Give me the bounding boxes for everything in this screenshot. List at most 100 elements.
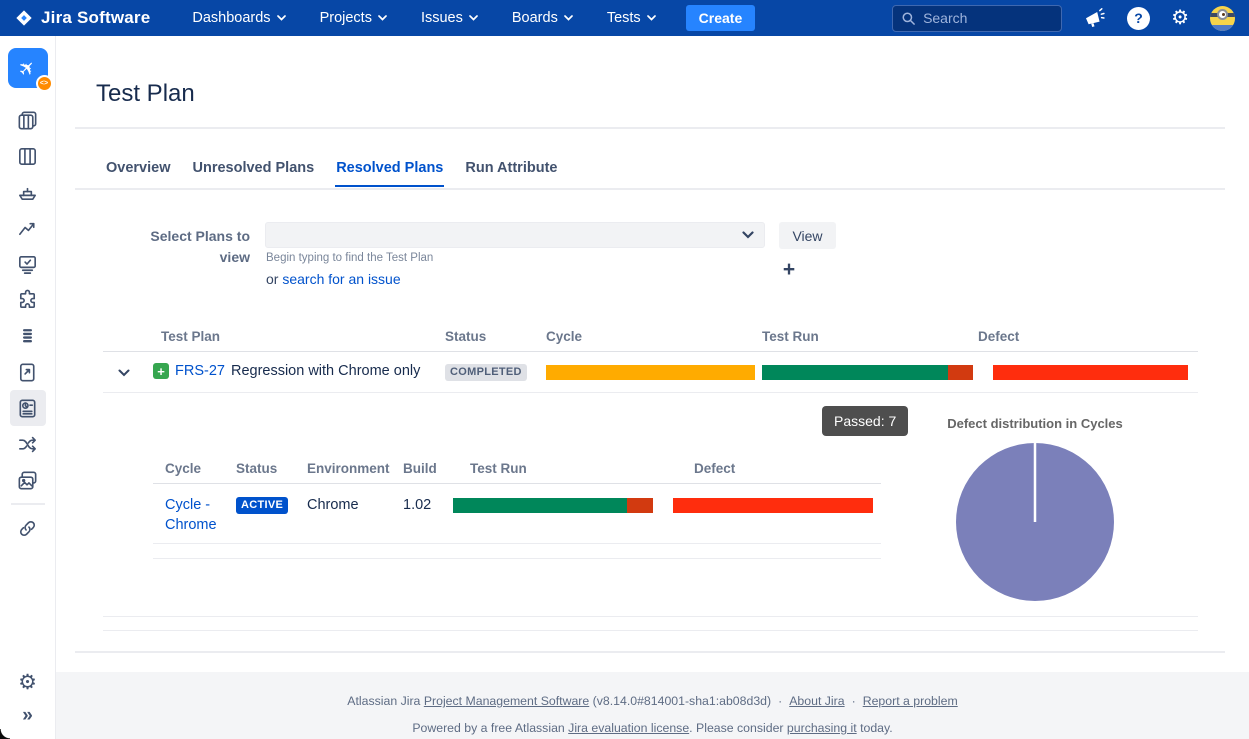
top-navigation-bar: Jira Software Dashboards Projects Issues… bbox=[0, 0, 1249, 36]
about-jira-link[interactable]: About Jira bbox=[789, 694, 844, 708]
link-icon bbox=[16, 517, 39, 540]
cycle-test-run-bar[interactable] bbox=[453, 498, 653, 513]
report-problem-link[interactable]: Report a problem bbox=[863, 694, 958, 708]
test-run-progress-bar[interactable] bbox=[762, 365, 973, 380]
user-avatar[interactable] bbox=[1210, 6, 1235, 31]
defect-distribution-pie-chart[interactable] bbox=[955, 442, 1115, 602]
sidebar-item-board[interactable] bbox=[10, 138, 46, 174]
nav-boards[interactable]: Boards bbox=[512, 10, 573, 26]
tab-unresolved-plans[interactable]: Unresolved Plans bbox=[192, 160, 316, 187]
expand-sidebar-icon[interactable]: » bbox=[22, 706, 33, 725]
section-bottom-divider bbox=[75, 651, 1225, 653]
column-header-defect: Defect bbox=[978, 329, 1019, 344]
nav-issues[interactable]: Issues bbox=[421, 10, 478, 26]
sidebar-item-gallery[interactable] bbox=[10, 462, 46, 498]
environment-cell: Chrome bbox=[307, 497, 359, 513]
jira-window: Jira Software Dashboards Projects Issues… bbox=[0, 0, 1249, 739]
select-hint-text: Begin typing to find the Test Plan bbox=[266, 252, 433, 264]
column-header-defect: Defect bbox=[694, 461, 735, 476]
project-avatar[interactable]: ✈ <> bbox=[8, 48, 48, 88]
row-expand-chevron[interactable] bbox=[116, 365, 132, 377]
column-header-cycle: Cycle bbox=[546, 329, 582, 344]
sidebar-item-reports[interactable] bbox=[10, 210, 46, 246]
tab-resolved-plans[interactable]: Resolved Plans bbox=[335, 160, 444, 187]
pms-link[interactable]: Project Management Software bbox=[424, 694, 589, 708]
sidebar-item-links[interactable] bbox=[10, 510, 46, 546]
chevron-down-icon bbox=[118, 369, 130, 377]
sidebar-item-shuffle[interactable] bbox=[10, 426, 46, 462]
status-badge-active: ACTIVE bbox=[236, 497, 288, 514]
column-header-test-plan: Test Plan bbox=[161, 329, 220, 344]
footer-line-1: Atlassian Jira Project Management Softwa… bbox=[56, 694, 1249, 708]
defect-progress-bar[interactable] bbox=[993, 365, 1188, 380]
megaphone-icon[interactable] bbox=[1082, 6, 1106, 30]
tabs-divider bbox=[75, 188, 1225, 190]
create-button[interactable]: Create bbox=[686, 5, 756, 31]
sidebar-item-pages[interactable] bbox=[10, 354, 46, 390]
topbar-icons: ? ⚙ bbox=[1082, 6, 1235, 31]
version-text: (v8.14.0#814001-sha1:ab08d3d) bbox=[589, 694, 771, 708]
title-divider bbox=[75, 127, 1225, 129]
ship-icon bbox=[16, 181, 39, 204]
pie-chart-title: Defect distribution in Cycles bbox=[905, 416, 1165, 431]
sidebar-item-list[interactable] bbox=[10, 318, 46, 354]
test-plan-cell: + FRS-27 Regression with Chrome only bbox=[153, 363, 420, 379]
images-icon bbox=[16, 469, 39, 492]
cycle-defect-bar[interactable] bbox=[673, 498, 873, 513]
cycle-link[interactable]: Cycle - Chrome bbox=[165, 495, 229, 535]
help-icon[interactable]: ? bbox=[1127, 7, 1150, 30]
tab-bar: Overview Unresolved Plans Resolved Plans… bbox=[105, 160, 558, 187]
nav-projects[interactable]: Projects bbox=[320, 10, 387, 26]
test-plan-type-icon: + bbox=[153, 363, 169, 379]
jira-logo-icon bbox=[14, 8, 34, 28]
sidebar-item-backlog[interactable] bbox=[10, 102, 46, 138]
sidebar-item-releases[interactable] bbox=[10, 174, 46, 210]
sidebar-divider bbox=[11, 503, 45, 505]
page-footer: Atlassian Jira Project Management Softwa… bbox=[56, 672, 1249, 739]
passed-tooltip: Passed: 7 bbox=[822, 406, 908, 436]
search-for-issue-link[interactable]: search for an issue bbox=[282, 271, 400, 287]
tab-overview[interactable]: Overview bbox=[105, 160, 172, 187]
column-header-environment: Environment bbox=[307, 461, 390, 476]
project-settings-gear-icon[interactable]: ⚙ bbox=[18, 672, 37, 693]
row-divider bbox=[103, 392, 1198, 393]
table-bottom-divider bbox=[103, 630, 1198, 631]
chevron-down-icon bbox=[742, 231, 754, 239]
nav-dashboards[interactable]: Dashboards bbox=[192, 10, 285, 26]
add-plan-button[interactable]: + bbox=[778, 257, 800, 281]
status-badge-completed: COMPLETED bbox=[445, 364, 527, 381]
view-button[interactable]: View bbox=[779, 222, 836, 249]
tab-run-attribute[interactable]: Run Attribute bbox=[464, 160, 558, 187]
column-header-status: Status bbox=[236, 461, 277, 476]
or-search-line: or search for an issue bbox=[266, 271, 401, 287]
column-header-test-run: Test Run bbox=[762, 329, 819, 344]
jira-logo[interactable]: Jira Software bbox=[14, 8, 150, 28]
issue-key-link[interactable]: FRS-27 bbox=[175, 363, 225, 379]
search-input[interactable] bbox=[923, 10, 1053, 26]
list-lines-icon bbox=[16, 325, 39, 348]
sidebar-item-testplan-report[interactable] bbox=[10, 390, 46, 426]
sidebar-item-addons[interactable] bbox=[10, 282, 46, 318]
chevron-down-icon bbox=[647, 15, 656, 21]
issue-summary: Regression with Chrome only bbox=[231, 363, 420, 379]
purchasing-link[interactable]: purchasing it bbox=[787, 721, 857, 735]
avatar-detail bbox=[1217, 9, 1228, 20]
evaluation-license-link[interactable]: Jira evaluation license bbox=[568, 721, 689, 735]
test-check-icon bbox=[16, 253, 39, 276]
main-content: Test Plan Overview Unresolved Plans Reso… bbox=[56, 36, 1249, 739]
settings-gear-icon[interactable]: ⚙ bbox=[1171, 8, 1189, 28]
inner-row-divider bbox=[153, 558, 881, 559]
nav-tests[interactable]: Tests bbox=[607, 10, 656, 26]
chart-trend-icon bbox=[16, 217, 39, 240]
software-project-badge-icon: <> bbox=[36, 75, 53, 92]
details-bottom-divider bbox=[103, 616, 1198, 617]
shuffle-icon bbox=[16, 433, 39, 456]
build-cell: 1.02 bbox=[403, 497, 431, 513]
logo-text: Jira Software bbox=[41, 8, 150, 28]
cycle-progress-bar[interactable] bbox=[546, 365, 755, 380]
plan-select[interactable] bbox=[265, 222, 765, 248]
sidebar-item-tests[interactable] bbox=[10, 246, 46, 282]
quick-search[interactable] bbox=[892, 5, 1062, 32]
chevron-down-icon bbox=[378, 15, 387, 21]
column-header-build: Build bbox=[403, 461, 437, 476]
